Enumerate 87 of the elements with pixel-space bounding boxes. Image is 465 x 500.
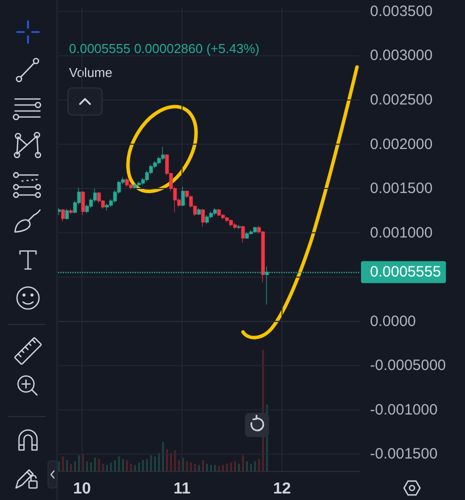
x-tick-label: 12: [273, 480, 291, 498]
bar: [254, 461, 256, 471]
bar: [178, 460, 180, 471]
bar: [118, 456, 120, 471]
y-tick-label: -0.001500: [370, 446, 438, 463]
bar: [218, 466, 220, 471]
bar: [70, 464, 72, 471]
candlestick: [249, 230, 253, 235]
bar: [126, 460, 128, 471]
bar: [90, 462, 92, 471]
bar: [258, 458, 260, 471]
candlestick: [229, 219, 233, 227]
bar: [66, 460, 68, 471]
y-tick-label: 0.003500: [370, 2, 433, 20]
bar: [94, 458, 96, 471]
y-tick-label: 0.002000: [370, 136, 433, 153]
candlestick: [125, 178, 129, 188]
bar: [214, 464, 216, 471]
candlestick: [201, 208, 205, 227]
y-tick-label: -0.0005000: [370, 357, 446, 374]
ref-line-label: 0.0005555: [370, 264, 441, 281]
bar: [246, 461, 248, 471]
bar: [194, 464, 196, 471]
candlestick: [137, 181, 141, 188]
candlestick: [133, 182, 137, 189]
candlestick: [233, 222, 237, 230]
candlestick: [245, 232, 249, 240]
candlestick: [253, 226, 257, 234]
bar: [154, 456, 156, 471]
candlestick: [65, 208, 69, 220]
y-tick-label: 0.001000: [370, 224, 433, 242]
y-tick-label: -0.001000: [370, 401, 438, 418]
x-tick-label: 11: [174, 480, 191, 498]
candlestick: [161, 146, 165, 160]
bar: [114, 460, 116, 471]
candlestick: [105, 203, 109, 211]
candlestick: [241, 225, 245, 243]
bar: [138, 462, 140, 471]
bar: [166, 449, 168, 471]
candlestick: [237, 224, 241, 230]
bar: [102, 464, 104, 471]
bar: [226, 464, 228, 471]
candlestick: [225, 216, 229, 222]
bar: [190, 462, 192, 471]
bar: [238, 464, 240, 471]
y-tick-label: 0.003000: [370, 47, 433, 64]
candlestick: [213, 208, 217, 216]
bar: [170, 452, 172, 471]
bar: [122, 458, 124, 471]
candlestick: [217, 208, 221, 216]
bar: [110, 462, 112, 471]
bar: [230, 462, 232, 471]
bar: [106, 464, 108, 471]
y-tick-label: 0.0000: [370, 312, 416, 330]
bar: [130, 464, 132, 471]
bar: [202, 460, 204, 471]
bar: [186, 461, 188, 471]
candlestick: [197, 208, 201, 216]
candlestick: [69, 208, 73, 215]
bar: [222, 464, 224, 471]
x-tick-label: 10: [73, 480, 91, 498]
y-tick-label: 0.001500: [370, 180, 433, 198]
candlestick: [81, 190, 85, 216]
candlestick: [61, 208, 65, 222]
bar: [86, 461, 88, 471]
bar: [98, 458, 100, 471]
candlestick: [205, 214, 209, 224]
text: 0.0005555 0.00002860 (+5.43%): [69, 41, 260, 56]
bar: [162, 442, 164, 471]
bar: [210, 464, 212, 471]
candlestick: [58, 208, 61, 216]
bar: [142, 460, 144, 471]
candlestick: [181, 186, 185, 207]
bar: [242, 455, 244, 471]
bar: [206, 464, 208, 471]
bar: [74, 461, 76, 471]
chart-title: Volume: [69, 65, 112, 80]
bar: [174, 450, 176, 471]
bar: [250, 464, 252, 471]
bar: [150, 455, 152, 471]
bar: [158, 452, 160, 471]
bar: [62, 456, 64, 471]
bar: [146, 458, 148, 471]
y-tick-label: 0.002500: [370, 91, 433, 108]
bar: [134, 464, 136, 471]
bar: [234, 461, 236, 471]
bar: [198, 464, 200, 471]
